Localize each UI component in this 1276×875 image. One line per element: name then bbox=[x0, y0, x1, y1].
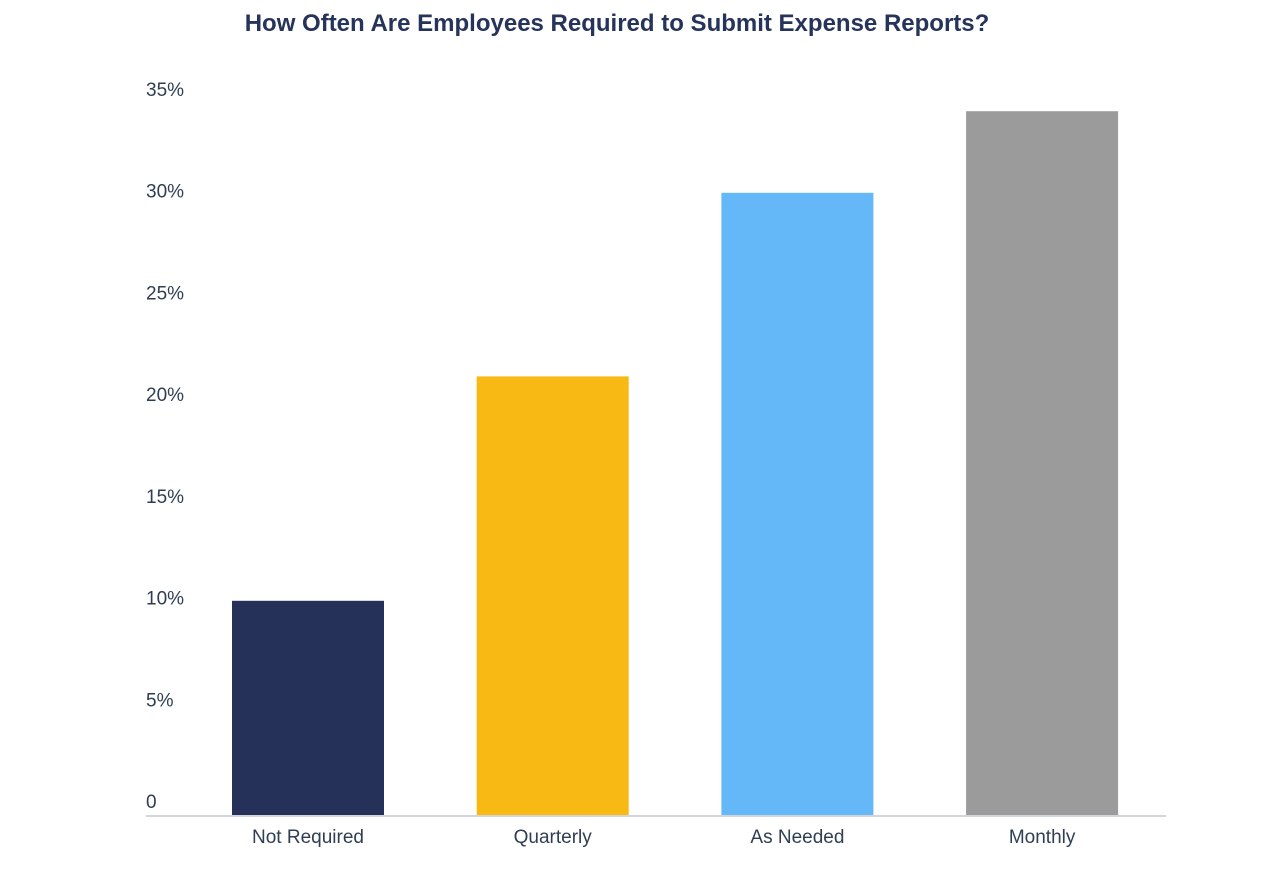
y-tick-label: 10% bbox=[146, 589, 184, 610]
bars-group bbox=[232, 111, 1119, 816]
bar-not-required bbox=[232, 600, 384, 815]
y-tick-label: 30% bbox=[146, 182, 184, 203]
y-axis-ticks: 0 5% 10% 15% 20% 25% 30% 35% bbox=[146, 80, 184, 813]
x-tick-label: As Needed bbox=[750, 827, 844, 848]
bar-quarterly bbox=[476, 376, 629, 815]
y-tick-label: 15% bbox=[146, 487, 184, 508]
y-tick-label: 0 bbox=[146, 792, 157, 813]
chart-title: How Often Are Employees Required to Subm… bbox=[245, 10, 990, 37]
bar-as-needed bbox=[721, 192, 874, 816]
x-tick-label: Monthly bbox=[1009, 827, 1076, 848]
x-tick-label: Not Required bbox=[252, 827, 364, 848]
y-tick-label: 25% bbox=[146, 283, 184, 304]
x-tick-label: Quarterly bbox=[514, 827, 593, 848]
y-tick-label: 35% bbox=[146, 80, 184, 101]
y-tick-label: 5% bbox=[146, 690, 174, 711]
y-tick-label: 20% bbox=[146, 385, 184, 406]
x-axis-labels: Not Required Quarterly As Needed Monthly bbox=[252, 827, 1076, 848]
bar-monthly bbox=[966, 111, 1119, 815]
